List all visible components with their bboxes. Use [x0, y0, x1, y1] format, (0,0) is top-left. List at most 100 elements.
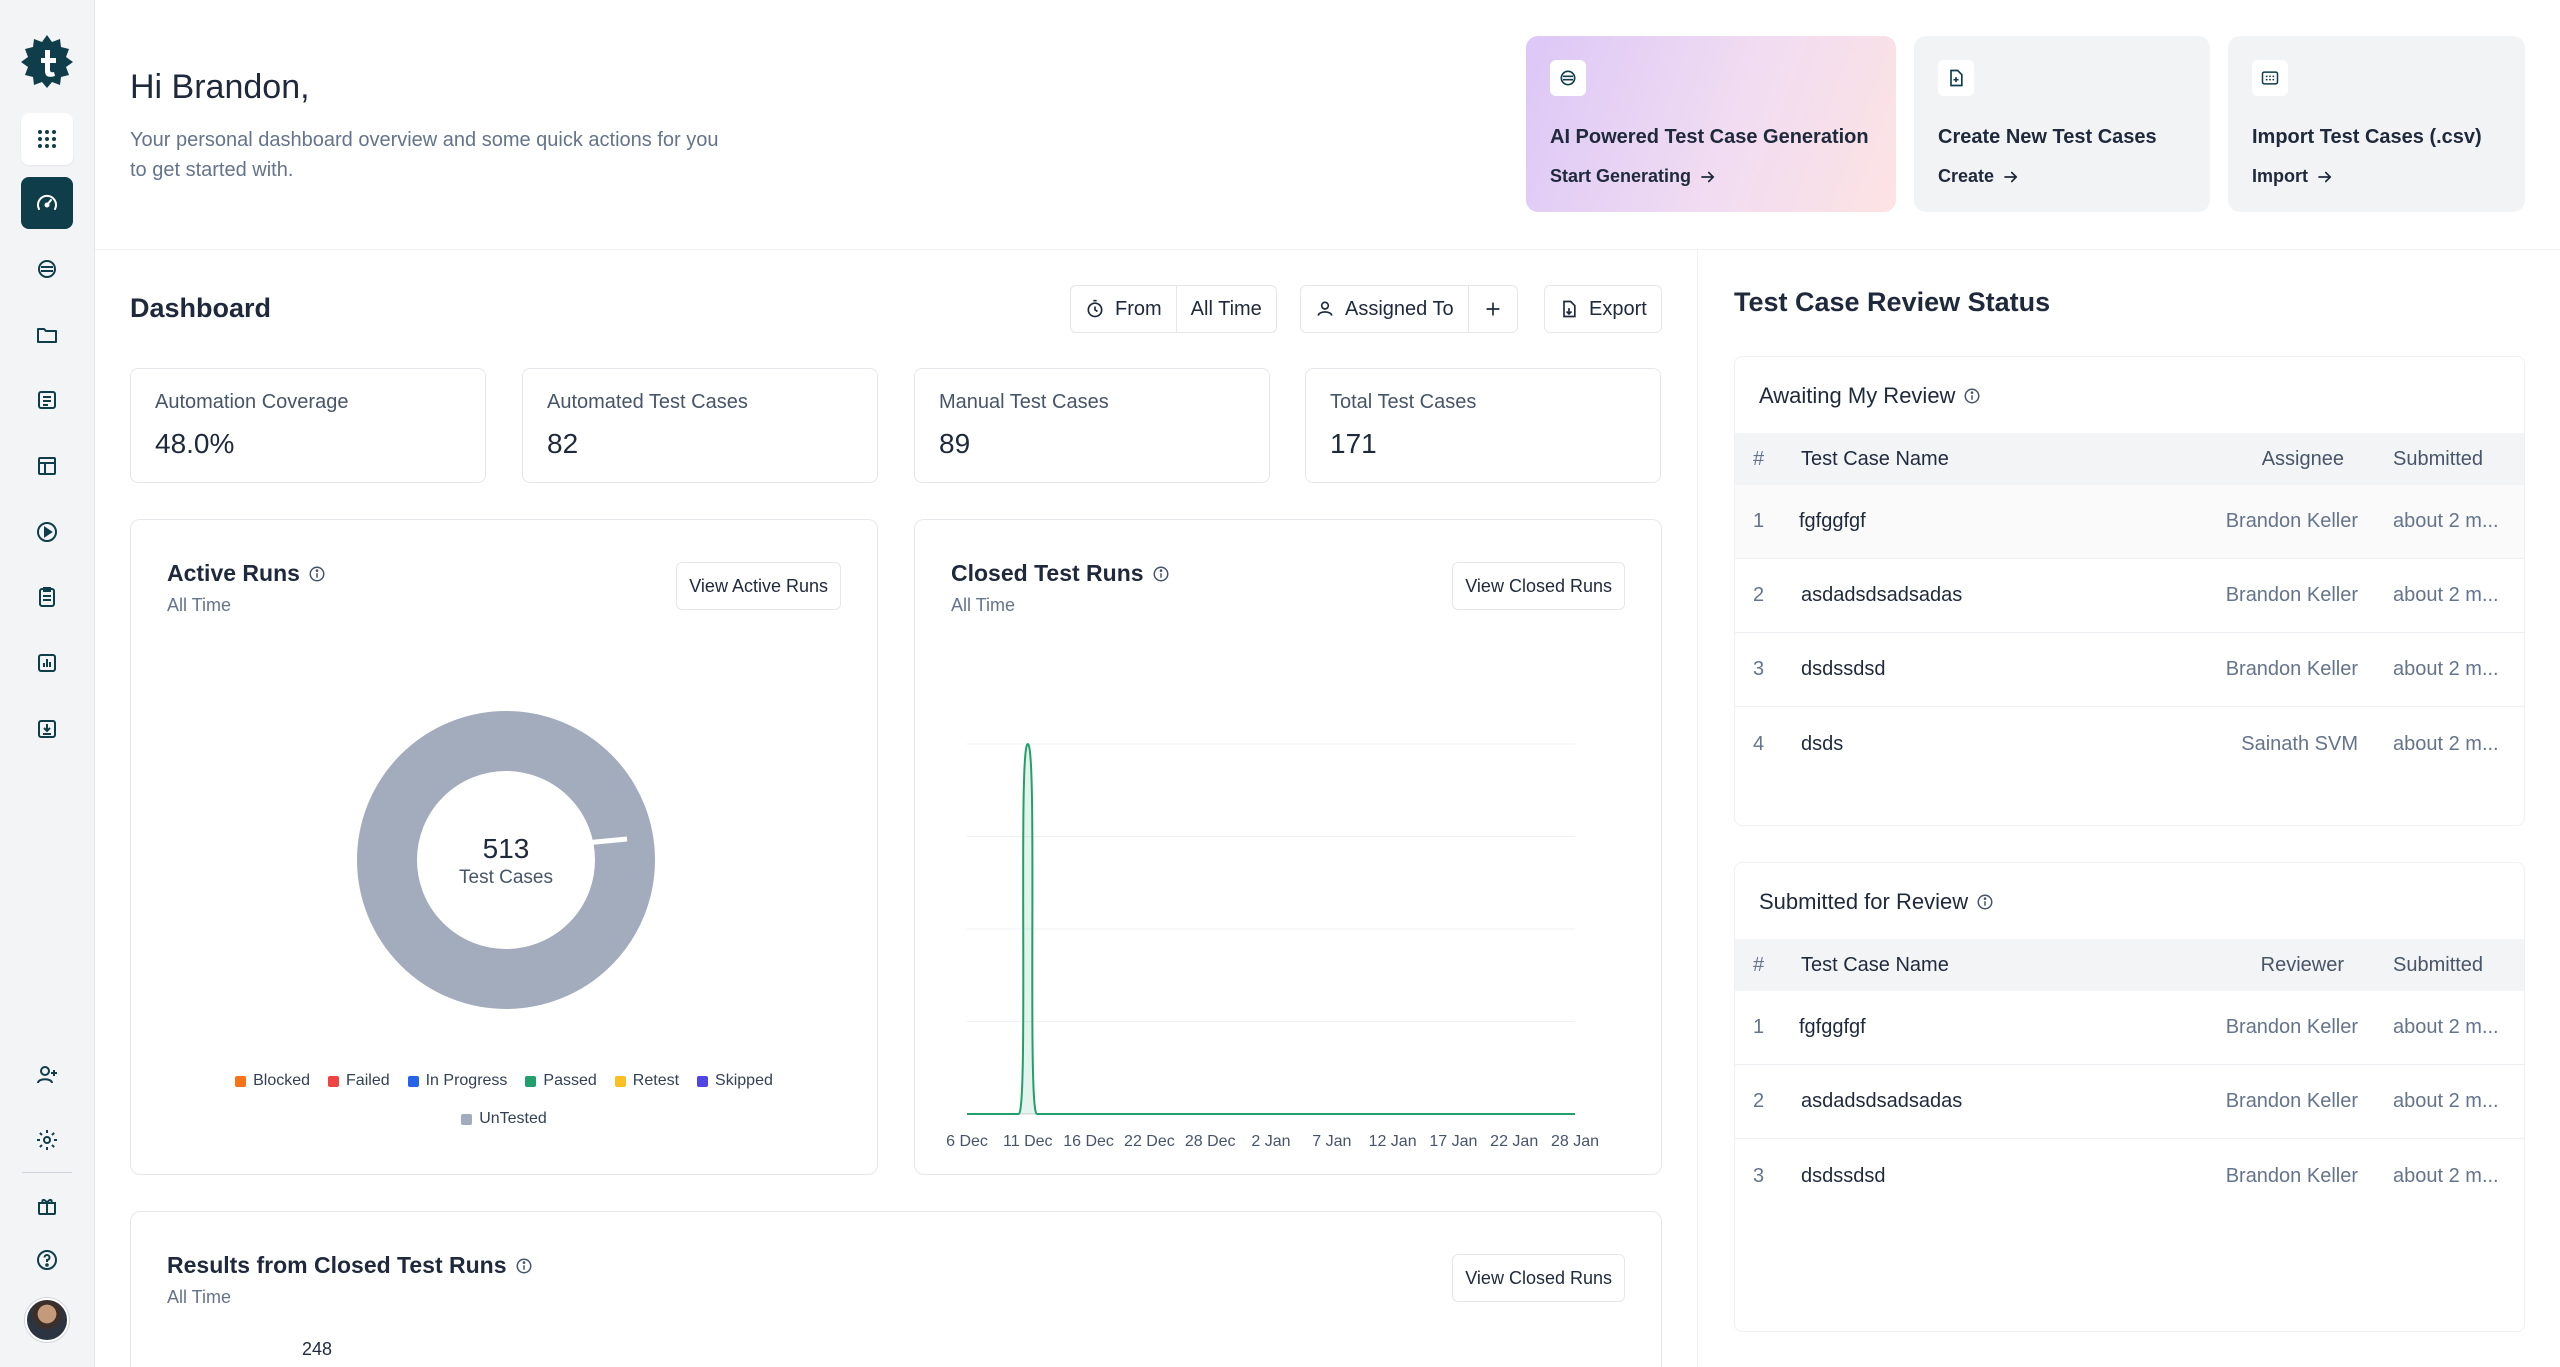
table-row[interactable]: 4 dsds Sainath SVM about 2 m... [1735, 707, 2524, 781]
import-icon[interactable] [21, 703, 73, 755]
legend-item-blocked[interactable]: Blocked [235, 1072, 310, 1090]
closed-runs-title: Closed Test Runs [951, 560, 1170, 587]
kpi-label: Automated Test Cases [547, 391, 748, 413]
table-row[interactable]: 2 asdadsdsadsadas Brandon Keller about 2… [1735, 1065, 2524, 1139]
awaiting-review-title-text: Awaiting My Review [1759, 383, 1956, 408]
table-row[interactable]: 1 fgfggfgf Brandon Keller about 2 m... [1735, 485, 2524, 559]
assignee: Brandon Keller [2225, 584, 2358, 606]
table-row[interactable]: 1 fgfggfgf Brandon Keller about 2 m... [1735, 991, 2524, 1065]
report-chart-icon[interactable] [21, 637, 73, 689]
table-row[interactable]: 3 dsdssdsd Brandon Keller about 2 m... [1735, 1139, 2524, 1213]
view-closed-runs-button[interactable]: View Closed Runs [1452, 562, 1625, 610]
stopwatch-icon [1087, 299, 1103, 318]
legend-item-passed[interactable]: Passed [525, 1072, 597, 1090]
from-value[interactable]: All Time [1175, 286, 1276, 332]
test-case-name[interactable]: dsds [1801, 732, 1844, 755]
submitted-time: about 2 m... [2393, 510, 2499, 532]
arrow-right-icon [1701, 171, 1715, 182]
column-header[interactable]: Test Case Name [1801, 953, 1949, 976]
info-icon[interactable] [1963, 387, 1981, 405]
import-link[interactable]: Import [2252, 166, 2334, 187]
legend-item-skipped[interactable]: Skipped [697, 1072, 773, 1090]
donut-slice-untested[interactable] [357, 711, 655, 1009]
active-runs-legend-row2: UnTested [131, 1110, 877, 1128]
user-icon [1317, 301, 1333, 316]
bar-value-label: 248 [302, 1339, 333, 1359]
dashboard-gauge-icon[interactable] [21, 177, 73, 229]
info-icon[interactable] [515, 1257, 533, 1275]
column-header[interactable]: Test Case Name [1801, 447, 1949, 470]
kpi-label: Automation Coverage [155, 391, 349, 413]
legend-item-retest[interactable]: Retest [614, 1072, 679, 1090]
gift-icon[interactable] [21, 1180, 73, 1232]
help-icon[interactable] [21, 1234, 73, 1286]
view-active-runs-button[interactable]: View Active Runs [676, 562, 841, 610]
logo-icon[interactable] [19, 33, 75, 89]
legend-item-in-progress[interactable]: In Progress [407, 1072, 507, 1090]
table-icon[interactable] [21, 440, 73, 492]
legend-item-failed[interactable]: Failed [328, 1072, 390, 1090]
submitted-time: about 2 m... [2393, 1016, 2499, 1038]
add-assignee-button[interactable] [1467, 286, 1517, 332]
assigned-to-filter[interactable]: Assigned To [1300, 285, 1518, 333]
row-number: 2 [1753, 584, 1765, 606]
legend-swatch [525, 1075, 537, 1087]
x-tick-label: 28 Dec [1185, 1133, 1236, 1150]
info-icon[interactable] [1152, 565, 1170, 583]
test-case-name[interactable]: dsdssdsd [1801, 658, 1886, 680]
create-link[interactable]: Create [1938, 166, 2020, 187]
ai-icon[interactable] [21, 243, 73, 295]
test-case-name[interactable]: asdadsdsadsadas [1801, 1090, 1963, 1112]
active-runs-legend: Blocked Failed In Progress Passed Retest… [131, 1072, 877, 1090]
from-segment[interactable]: From [1071, 286, 1176, 332]
avatar[interactable] [25, 1298, 69, 1342]
export-segment[interactable]: Export [1545, 286, 1661, 332]
import-test-cases-card[interactable]: Import Test Cases (.csv) Import [2228, 36, 2525, 212]
test-case-name[interactable]: fgfggfgf [1799, 510, 1866, 532]
add-user-icon[interactable] [21, 1049, 73, 1101]
export-button[interactable]: Export [1544, 285, 1662, 333]
submitted-time: about 2 m... [2393, 1164, 2499, 1187]
area-series-line [967, 742, 1575, 1115]
active-runs-title-text: Active Runs [167, 560, 300, 586]
apps-grid-icon[interactable] [21, 113, 73, 165]
kpi-automation-coverage: Automation Coverage 48.0% [130, 368, 486, 483]
arrow-right-icon [2318, 171, 2332, 182]
table-row[interactable]: 3 dsdssdsd Brandon Keller about 2 m... [1735, 633, 2524, 707]
date-range-filter[interactable]: From All Time [1070, 285, 1277, 333]
legend-swatch [328, 1075, 340, 1087]
clipboard-icon[interactable] [21, 571, 73, 623]
settings-icon[interactable] [21, 1114, 73, 1166]
start-generating-link[interactable]: Start Generating [1550, 166, 1717, 187]
from-label: From [1115, 297, 1162, 320]
x-tick-label: 11 Dec [1003, 1133, 1053, 1150]
test-case-name[interactable]: asdadsdsadsadas [1801, 584, 1963, 606]
test-case-name[interactable]: fgfggfgf [1799, 1016, 1866, 1038]
x-tick-label: 16 Dec [1063, 1133, 1114, 1150]
info-icon[interactable] [308, 565, 326, 583]
info-icon[interactable] [1976, 893, 1994, 911]
view-closed-runs-button-2[interactable]: View Closed Runs [1452, 1254, 1625, 1302]
column-header[interactable]: Assignee [2261, 447, 2344, 470]
test-case-name[interactable]: dsdssdsd [1801, 1164, 1886, 1187]
x-tick-label: 17 Jan [1429, 1133, 1477, 1150]
create-test-cases-title: Create New Test Cases [1938, 126, 2157, 148]
ai-generation-card[interactable]: AI Powered Test Case Generation Start Ge… [1526, 36, 1896, 212]
play-icon[interactable] [21, 506, 73, 558]
create-test-cases-card[interactable]: Create New Test Cases Create [1914, 36, 2210, 212]
column-header[interactable]: Submitted [2393, 953, 2484, 976]
legend-label: UnTested [479, 1110, 547, 1127]
legend-item-untested[interactable]: UnTested [461, 1110, 547, 1128]
column-header[interactable]: Submitted [2393, 447, 2484, 470]
arrow-right-icon [2004, 171, 2018, 182]
column-header[interactable]: Reviewer [2260, 953, 2344, 976]
awaiting-review-table: Awaiting My Review # Test Case Name Assi… [1734, 356, 2525, 826]
assigned-to-segment[interactable]: Assigned To [1301, 286, 1468, 332]
area-series-fill [967, 744, 1575, 1114]
submitted-time: about 2 m... [2393, 1090, 2499, 1112]
folder-icon[interactable] [21, 309, 73, 361]
legend-swatch [614, 1075, 626, 1087]
test-cases-icon[interactable] [21, 374, 73, 426]
active-runs-title: Active Runs [167, 560, 326, 587]
table-row[interactable]: 2 asdadsdsadsadas Brandon Keller about 2… [1735, 559, 2524, 633]
